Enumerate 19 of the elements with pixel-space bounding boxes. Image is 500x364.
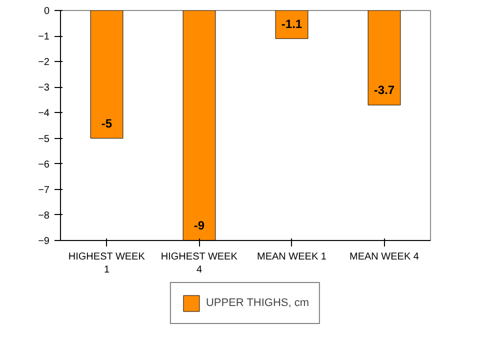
y-tick-label: −7: [38, 184, 50, 196]
y-tick-label: 0: [44, 6, 50, 17]
x-tick-label: HIGHEST WEEK 4: [160, 252, 238, 276]
data-label: -9: [194, 218, 205, 233]
y-tick-label: −6: [38, 159, 50, 170]
y-tick-label: −9: [38, 236, 50, 247]
x-tick-label: MEAN WEEK 1: [257, 252, 327, 262]
data-label: -5: [101, 116, 112, 130]
y-tick-label: −3: [38, 82, 50, 94]
y-tick-label: −4: [38, 108, 50, 120]
y-tick-label: −1: [38, 32, 50, 43]
data-label: -1.1: [281, 16, 302, 31]
y-tick-label: −8: [38, 210, 50, 222]
x-tick-label: HIGHEST WEEK 1: [68, 252, 146, 276]
data-label: -3.7: [374, 83, 395, 98]
y-tick-label: −5: [38, 134, 50, 145]
y-tick-label: −2: [38, 57, 50, 68]
legend-label: UPPER THIGHS, cm: [206, 297, 310, 309]
x-tick-label: MEAN WEEK 4: [350, 252, 420, 262]
